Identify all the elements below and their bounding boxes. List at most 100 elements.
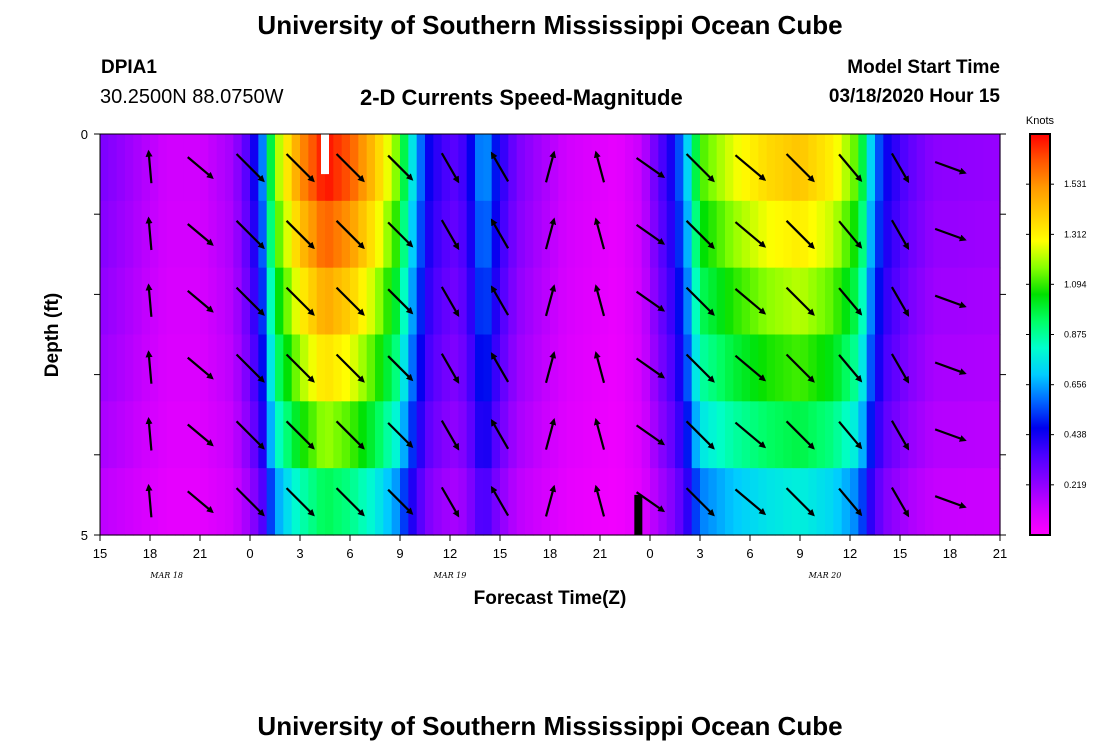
heatmap-cell	[625, 401, 634, 469]
heatmap-cell	[433, 267, 443, 336]
heatmap-cell	[141, 134, 151, 202]
heatmap-cell	[433, 401, 443, 469]
heatmap-cell	[875, 134, 884, 202]
colorbar-gradient	[1029, 133, 1051, 536]
heatmap-cell	[983, 334, 993, 402]
x-axis-label: Forecast Time(Z)	[474, 588, 627, 609]
current-vector	[635, 491, 666, 513]
heatmap-cell	[766, 334, 776, 402]
heatmap-cell	[341, 134, 351, 202]
heatmap-cell	[991, 468, 1001, 536]
heatmap-cell	[241, 134, 251, 202]
heatmap-cell	[883, 468, 893, 536]
current-vector	[635, 223, 666, 245]
heatmap-cell	[541, 401, 551, 469]
heatmap-cell	[333, 468, 343, 536]
heatmap-cell	[816, 468, 826, 536]
heatmap-cell	[516, 334, 526, 402]
heatmap-cell	[425, 134, 434, 202]
current-vector	[685, 220, 715, 250]
heatmap-cell	[108, 401, 118, 469]
heatmap-cell	[983, 200, 993, 269]
current-vector	[145, 350, 153, 384]
current-vector	[490, 151, 510, 182]
heatmap-cell	[566, 401, 576, 469]
heatmap-cell	[766, 401, 776, 469]
heatmap-cell	[133, 468, 143, 536]
heatmap-cell	[200, 134, 209, 202]
heatmap-cell	[850, 468, 859, 536]
heatmap-cell	[783, 200, 793, 269]
heatmap-cell	[266, 200, 276, 269]
heatmap-cell	[608, 267, 618, 336]
heatmap-cell	[466, 468, 476, 536]
heatmap-cell	[400, 334, 409, 402]
heatmap-cell	[875, 401, 884, 469]
heatmap-cell	[158, 334, 168, 402]
heatmap-cell	[533, 334, 543, 402]
current-vector	[387, 488, 414, 515]
heatmap-cell	[575, 267, 584, 336]
x-tick-label: 0	[246, 546, 253, 561]
current-vector	[235, 420, 265, 450]
heatmap-cell	[416, 334, 426, 402]
heatmap-cell	[575, 134, 584, 202]
heatmap-cell	[166, 334, 176, 402]
heatmap-cell	[325, 468, 334, 536]
heatmap-cell	[583, 200, 593, 269]
heatmap-cell	[725, 134, 734, 202]
heatmap-cell	[233, 200, 243, 269]
heatmap-cell	[683, 200, 693, 269]
heatmap-cell	[941, 334, 951, 402]
date-label: MAR 18	[149, 571, 183, 580]
heatmap-cell	[675, 468, 684, 536]
heatmap-cell	[141, 401, 151, 469]
heatmap-cell	[366, 267, 376, 336]
heatmap-cell	[858, 468, 868, 536]
heatmap-cell	[833, 401, 843, 469]
heatmap-cell	[383, 134, 393, 202]
heatmap-cell	[350, 468, 359, 536]
heatmap-cell	[266, 334, 276, 402]
heatmap-cell	[525, 468, 534, 536]
heatmap-cell	[483, 267, 493, 336]
heatmap-cell	[950, 334, 959, 402]
footer-title: University of Southern Mississippi Ocean…	[257, 711, 843, 741]
heatmap-cell	[650, 200, 659, 269]
heatmap-cell	[650, 267, 659, 336]
heatmap-cell	[108, 334, 118, 402]
heatmap-cell	[800, 468, 809, 536]
heatmap-cell	[958, 134, 968, 202]
axes: 15 18 21 0 3 6 9 12 15 18 21 0 3 6 9 12 15 18 21 MAR 18 MAR …	[81, 127, 1007, 580]
heatmap-cell	[700, 134, 709, 202]
heatmap-cell	[850, 267, 859, 336]
heatmap-cell	[141, 267, 151, 336]
heatmap-cell	[108, 134, 118, 202]
heatmap-cell	[158, 468, 168, 536]
current-vector	[934, 428, 967, 442]
heatmap-cell	[250, 134, 259, 202]
heatmap-cell	[616, 401, 626, 469]
heatmap-cell	[966, 200, 976, 269]
heatmap-cell	[308, 134, 318, 202]
heatmap-cell	[300, 401, 309, 469]
heatmap-cell	[516, 134, 526, 202]
heatmap-cell	[633, 334, 643, 402]
current-vector	[593, 484, 606, 517]
heatmap-cell	[250, 200, 259, 269]
colorbar: Knots 1.531 1.312 1.094 0.875 0.656 0.438 0.219	[1026, 115, 1087, 536]
heatmap-cell	[241, 267, 251, 336]
heatmap-cell	[950, 267, 959, 336]
heatmap-cell	[116, 200, 126, 269]
heatmap-cell	[816, 267, 826, 336]
heatmap-cell	[708, 334, 718, 402]
heatmap-cell	[616, 134, 626, 202]
heatmap-cell	[216, 200, 226, 269]
heatmap-cell	[408, 401, 418, 469]
heatmap-cell	[450, 401, 459, 469]
heatmap-cell	[866, 468, 876, 536]
heatmap-cell	[950, 134, 959, 202]
heatmap-cell	[875, 468, 884, 536]
heatmap-cell	[916, 134, 926, 202]
heatmap-cell	[716, 401, 726, 469]
